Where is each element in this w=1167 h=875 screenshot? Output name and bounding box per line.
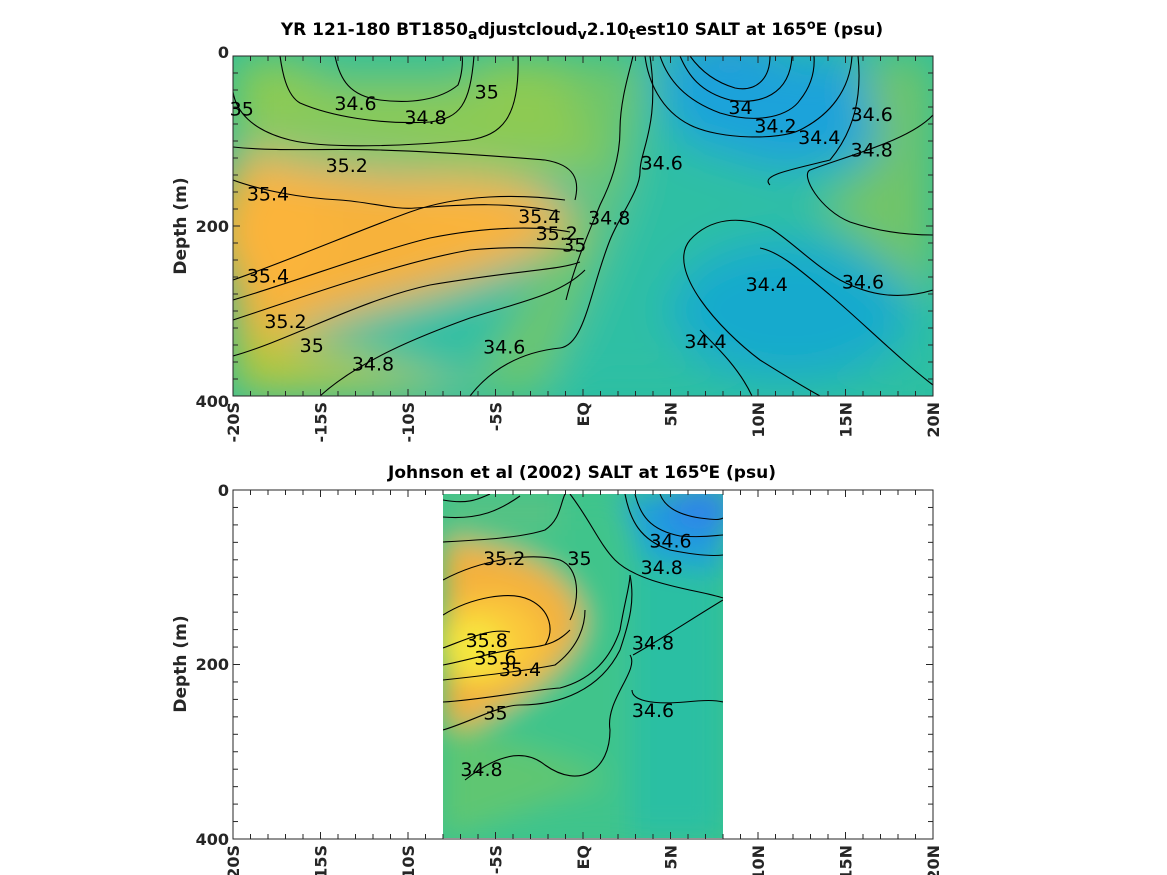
title-part: t (629, 27, 636, 43)
contour-label: 35.6 (474, 648, 516, 670)
x-tick-label: 15N (837, 845, 856, 875)
contour-label: 35 (230, 99, 254, 121)
x-tick-label: EQ (574, 845, 593, 870)
panel-obs-ticks: 20S 15S 10S -5S EQ 5N 10N 15N 20N 0 200 400 (196, 481, 943, 875)
x-tick-label: 10N (749, 845, 768, 875)
x-tick-label: -5S (487, 402, 506, 431)
panel-obs-title: Johnson et al (2002) SALT at 165oE (psu) (387, 461, 776, 483)
contour-label: 35.2 (536, 223, 578, 245)
x-tick-label: 10N (749, 402, 768, 438)
y-tick-label: 0 (218, 481, 229, 500)
x-tick-label: 5N (662, 402, 681, 427)
y-tick-label: 200 (196, 655, 229, 674)
panel-model-contours (233, 56, 933, 396)
contour-label: 34.4 (746, 274, 788, 296)
contour-label: 34.8 (404, 107, 446, 129)
contour-label: 34 (728, 97, 752, 119)
x-tick-label: -5S (487, 845, 506, 874)
title-part: a (468, 27, 477, 43)
x-tick-label: -20S (224, 402, 243, 442)
x-tick-label: 20N (924, 845, 943, 875)
panel-model-contour-labels: 34.634.8353535.235.435.435.23534.834.635… (230, 82, 893, 376)
contour-label: 34.4 (798, 127, 840, 149)
x-tick-label: 10S (399, 845, 418, 875)
title-part: djustcloud (477, 20, 577, 40)
contour-label: 34.4 (684, 331, 726, 353)
y-tick-label: 200 (196, 217, 229, 236)
contour-label: 34.2 (754, 116, 796, 138)
contour-label: 34.6 (632, 700, 674, 722)
contour-label: 34.8 (352, 354, 394, 376)
x-tick-label: -15S (312, 402, 331, 442)
x-tick-label: 15S (312, 845, 331, 875)
contour-label: 34.6 (641, 152, 683, 174)
contour-label: 34.8 (851, 140, 893, 162)
contour-label: 35.4 (499, 659, 541, 681)
contour-label: 35.2 (483, 548, 525, 570)
contour-label: 34.6 (649, 531, 691, 553)
title-part: o (807, 18, 816, 33)
contour-label: 35.4 (247, 184, 289, 206)
title-part: E (psu) (816, 20, 883, 40)
contour-label: 34.6 (483, 337, 525, 359)
title-part: 2.10 (587, 20, 629, 40)
x-tick-label: 15N (837, 402, 856, 438)
title-part: est10 SALT at 165 (635, 20, 806, 40)
panel-obs-field (443, 494, 723, 838)
panel-model: YR 121-180 BT1850adjustcloudv2.10test10 … (171, 18, 943, 442)
contour-label: 34.8 (588, 208, 630, 230)
contour-label: 34.8 (632, 633, 674, 655)
x-tick-label: 20N (924, 402, 943, 438)
panel-obs: Johnson et al (2002) SALT at 165oE (psu) (171, 461, 943, 875)
y-tick-label: 400 (196, 392, 229, 411)
title-part: YR 121-180 BT1850 (280, 20, 468, 40)
contour-label: 35.2 (326, 155, 368, 177)
panel-model-ylabel: Depth (m) (171, 177, 191, 274)
contour-label: 35 (567, 548, 591, 570)
panel-model-ticks: -20S -15S -10S -5S EQ 5N 10N 15N 20N 0 200 400 (196, 43, 943, 442)
contour-label: 35 (300, 335, 324, 357)
y-tick-label: 0 (218, 43, 229, 62)
x-tick-label: -10S (399, 402, 418, 442)
x-tick-label: 5N (662, 845, 681, 870)
x-tick-label: EQ (574, 402, 593, 427)
contour-label: 34.6 (842, 271, 884, 293)
x-tick-label: 20S (224, 845, 243, 875)
panel-model-field (233, 56, 933, 396)
title-part: Johnson et al (2002) SALT at 165 (387, 463, 700, 483)
contour-label: 35.4 (247, 265, 289, 287)
contour-label: 34.8 (460, 759, 502, 781)
panel-model-title: YR 121-180 BT1850adjustcloudv2.10test10 … (280, 18, 883, 43)
contour-label: 35 (475, 82, 499, 104)
title-part: E (psu) (709, 463, 776, 483)
title-part: o (700, 461, 709, 476)
panel-obs-contour-labels: 35.2 35 34.6 34.8 35.835.635.4 35 34.8 34.8 34.6 (460, 531, 691, 782)
contour-label: 34.6 (334, 93, 376, 115)
panel-obs-ylabel: Depth (m) (171, 615, 191, 712)
contour-label: 35 (562, 235, 586, 257)
contour-label: 34.8 (641, 557, 683, 579)
contour-label: 35.4 (518, 206, 560, 228)
y-tick-label: 400 (196, 830, 229, 849)
contour-label: 35.8 (466, 630, 508, 652)
panel-obs-contours (443, 494, 723, 781)
contour-label: 34.6 (851, 104, 893, 126)
contour-label: 35 (483, 702, 507, 724)
title-part: v (578, 27, 587, 43)
contour-label: 35.2 (264, 311, 306, 333)
